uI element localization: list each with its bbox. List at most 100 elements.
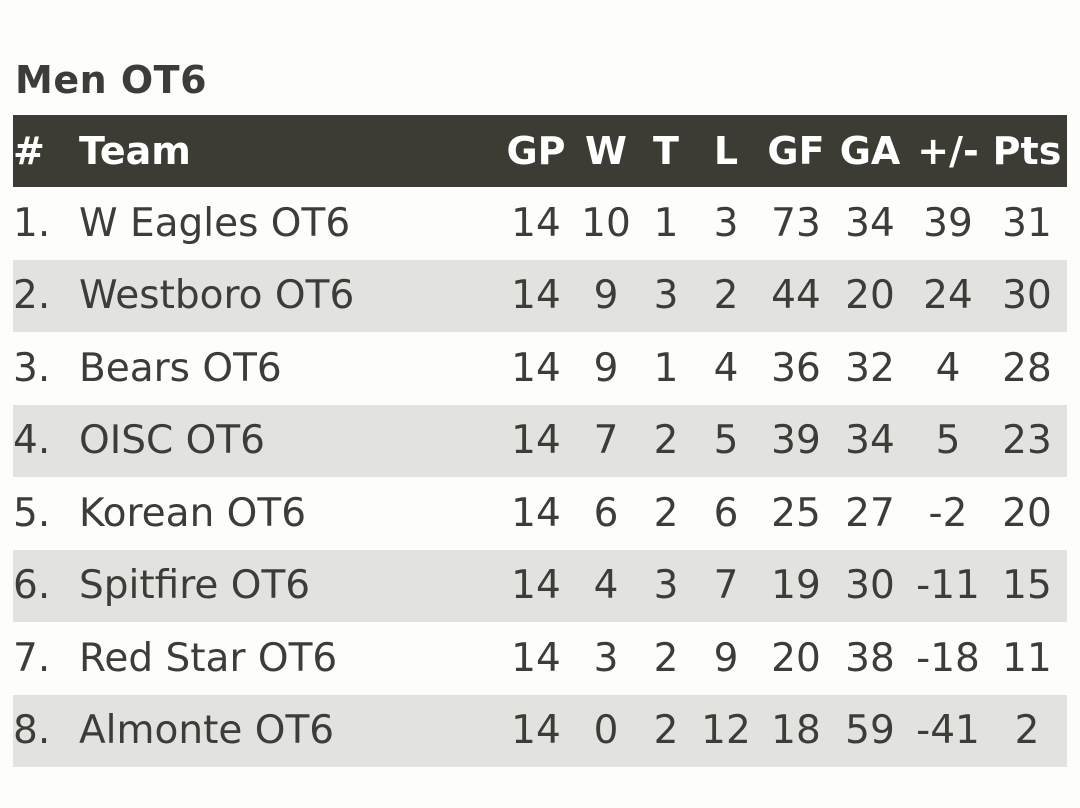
cell-l: 12 bbox=[701, 708, 751, 754]
table-row: 5. Korean OT6 14 6 2 6 25 27 -2 20 bbox=[13, 477, 1067, 550]
header-t: T bbox=[653, 129, 679, 173]
cell-team: Westboro OT6 bbox=[79, 273, 355, 319]
standings-table: # Team GP W T L GF GA +/- Pts 1. W Eagles… bbox=[13, 115, 1067, 767]
header-plus-minus: +/- bbox=[917, 129, 979, 173]
cell-ga: 27 bbox=[845, 490, 895, 536]
cell-plus-minus: 39 bbox=[923, 200, 973, 246]
cell-gf: 73 bbox=[771, 200, 821, 246]
header-rank: # bbox=[13, 129, 45, 173]
table-row: 4. OISC OT6 14 7 2 5 39 34 5 23 bbox=[13, 404, 1067, 477]
table-row: 2. Westboro OT6 14 9 3 2 44 20 24 30 bbox=[13, 259, 1067, 332]
cell-plus-minus: -41 bbox=[916, 708, 980, 754]
header-pts: Pts bbox=[992, 129, 1062, 173]
cell-team: Almonte OT6 bbox=[79, 708, 335, 754]
header-gf: GF bbox=[767, 129, 825, 173]
cell-rank: 6. bbox=[13, 563, 51, 609]
cell-w: 4 bbox=[593, 563, 619, 609]
cell-gf: 20 bbox=[771, 635, 821, 681]
cell-w: 10 bbox=[581, 200, 631, 246]
cell-w: 6 bbox=[593, 490, 619, 536]
cell-team: Spitfire OT6 bbox=[79, 563, 311, 609]
table-row: 1. W Eagles OT6 14 10 1 3 73 34 39 31 bbox=[13, 187, 1067, 260]
cell-rank: 1. bbox=[13, 200, 51, 246]
cell-w: 3 bbox=[593, 635, 619, 681]
cell-team: Red Star OT6 bbox=[79, 635, 338, 681]
cell-t: 2 bbox=[653, 708, 679, 754]
cell-rank: 2. bbox=[13, 273, 51, 319]
cell-team: Bears OT6 bbox=[79, 345, 282, 391]
cell-l: 4 bbox=[713, 345, 739, 391]
cell-l: 3 bbox=[713, 200, 739, 246]
cell-plus-minus: 4 bbox=[935, 345, 961, 391]
cell-w: 7 bbox=[593, 418, 619, 464]
table-row: 6. Spitfire OT6 14 4 3 7 19 30 -11 15 bbox=[13, 549, 1067, 622]
cell-gp: 14 bbox=[511, 563, 561, 609]
table-row: 8. Almonte OT6 14 0 2 12 18 59 -41 2 bbox=[13, 694, 1067, 767]
table-row: 3. Bears OT6 14 9 1 4 36 32 4 28 bbox=[13, 332, 1067, 405]
page-title: Men OT6 bbox=[15, 58, 208, 102]
cell-gf: 19 bbox=[771, 563, 821, 609]
cell-pts: 11 bbox=[1002, 635, 1052, 681]
cell-plus-minus: 5 bbox=[935, 418, 961, 464]
cell-rank: 5. bbox=[13, 490, 51, 536]
cell-pts: 15 bbox=[1002, 563, 1052, 609]
cell-ga: 59 bbox=[845, 708, 895, 754]
cell-team: Korean OT6 bbox=[79, 490, 307, 536]
cell-t: 3 bbox=[653, 563, 679, 609]
cell-gf: 25 bbox=[771, 490, 821, 536]
header-gp: GP bbox=[506, 129, 566, 173]
cell-gp: 14 bbox=[511, 635, 561, 681]
cell-pts: 28 bbox=[1002, 345, 1052, 391]
cell-ga: 34 bbox=[845, 200, 895, 246]
cell-pts: 20 bbox=[1002, 490, 1052, 536]
cell-plus-minus: -18 bbox=[916, 635, 980, 681]
cell-ga: 34 bbox=[845, 418, 895, 464]
cell-t: 3 bbox=[653, 273, 679, 319]
cell-ga: 32 bbox=[845, 345, 895, 391]
cell-gp: 14 bbox=[511, 418, 561, 464]
cell-gp: 14 bbox=[511, 708, 561, 754]
cell-gf: 39 bbox=[771, 418, 821, 464]
cell-pts: 2 bbox=[1014, 708, 1040, 754]
cell-plus-minus: -2 bbox=[928, 490, 968, 536]
header-team: Team bbox=[79, 129, 191, 173]
cell-plus-minus: 24 bbox=[923, 273, 973, 319]
cell-w: 0 bbox=[593, 708, 619, 754]
cell-gp: 14 bbox=[511, 273, 561, 319]
cell-t: 2 bbox=[653, 490, 679, 536]
cell-rank: 4. bbox=[13, 418, 51, 464]
cell-gf: 44 bbox=[771, 273, 821, 319]
cell-ga: 30 bbox=[845, 563, 895, 609]
header-l: L bbox=[713, 129, 739, 173]
cell-l: 7 bbox=[713, 563, 739, 609]
cell-pts: 30 bbox=[1002, 273, 1052, 319]
cell-w: 9 bbox=[593, 273, 619, 319]
cell-gp: 14 bbox=[511, 490, 561, 536]
cell-l: 6 bbox=[713, 490, 739, 536]
cell-ga: 20 bbox=[845, 273, 895, 319]
cell-pts: 31 bbox=[1002, 200, 1052, 246]
table-row: 7. Red Star OT6 14 3 2 9 20 38 -18 11 bbox=[13, 622, 1067, 695]
cell-pts: 23 bbox=[1002, 418, 1052, 464]
cell-gf: 18 bbox=[771, 708, 821, 754]
cell-gp: 14 bbox=[511, 345, 561, 391]
cell-l: 9 bbox=[713, 635, 739, 681]
header-ga: GA bbox=[839, 129, 901, 173]
cell-gp: 14 bbox=[511, 200, 561, 246]
cell-l: 5 bbox=[713, 418, 739, 464]
table-header-row: # Team GP W T L GF GA +/- Pts bbox=[13, 115, 1067, 187]
cell-t: 2 bbox=[653, 635, 679, 681]
cell-ga: 38 bbox=[845, 635, 895, 681]
cell-rank: 8. bbox=[13, 708, 51, 754]
cell-t: 1 bbox=[653, 200, 679, 246]
cell-rank: 3. bbox=[13, 345, 51, 391]
cell-gf: 36 bbox=[771, 345, 821, 391]
cell-w: 9 bbox=[593, 345, 619, 391]
cell-t: 2 bbox=[653, 418, 679, 464]
cell-plus-minus: -11 bbox=[916, 563, 980, 609]
cell-team: OISC OT6 bbox=[79, 418, 265, 464]
cell-l: 2 bbox=[713, 273, 739, 319]
cell-t: 1 bbox=[653, 345, 679, 391]
header-w: W bbox=[585, 129, 627, 173]
cell-rank: 7. bbox=[13, 635, 51, 681]
